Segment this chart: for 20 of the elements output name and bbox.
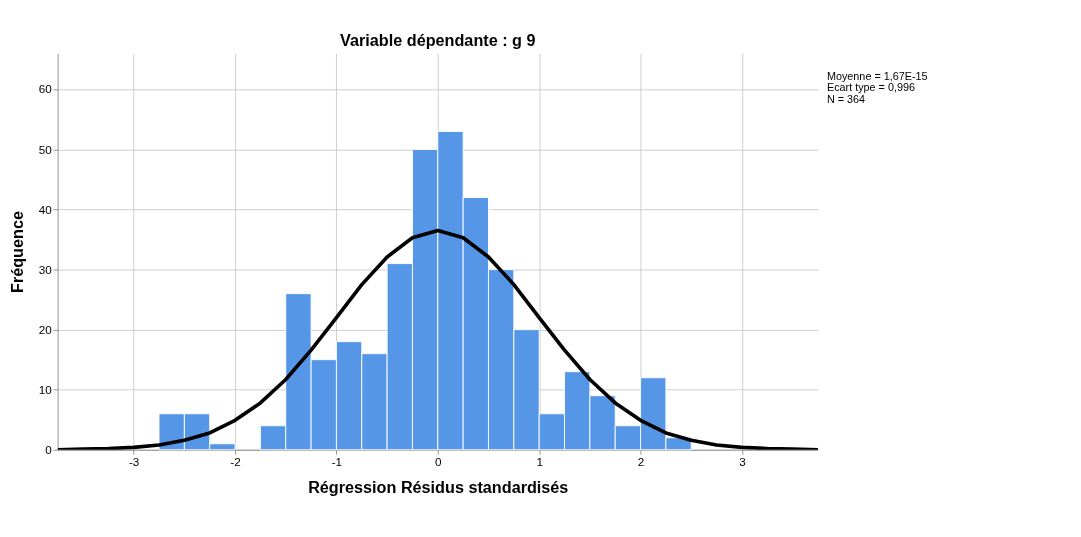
y-tick-label: 10 [38,382,53,396]
y-tick-label: 0 [45,442,53,456]
y-tick-label: 30 [38,262,53,276]
y-axis-title: Fréquence [7,211,26,294]
y-tick-label: 60 [38,82,53,96]
x-tick-label: 0 [435,454,442,468]
text: N = 364 [826,92,866,105]
x-tick-label: 3 [739,454,746,468]
text: Moyenne = 1,67E-15 [826,69,928,82]
x-axis-title: Régression Résidus standardisés [308,478,569,497]
x-tick-label: -3 [128,454,140,468]
x-tick-label: 1 [536,454,543,468]
x-tick-label: 2 [637,454,645,468]
y-tick-label: 40 [38,202,53,216]
x-tick-label: -1 [331,454,343,468]
chart-title: Variable dépendante : g 9 [340,31,536,50]
y-tick-label: 20 [38,322,53,336]
y-tick-label: 50 [38,142,53,156]
x-tick-label: -2 [230,454,241,468]
text: Ecart type = 0,996 [826,81,915,94]
